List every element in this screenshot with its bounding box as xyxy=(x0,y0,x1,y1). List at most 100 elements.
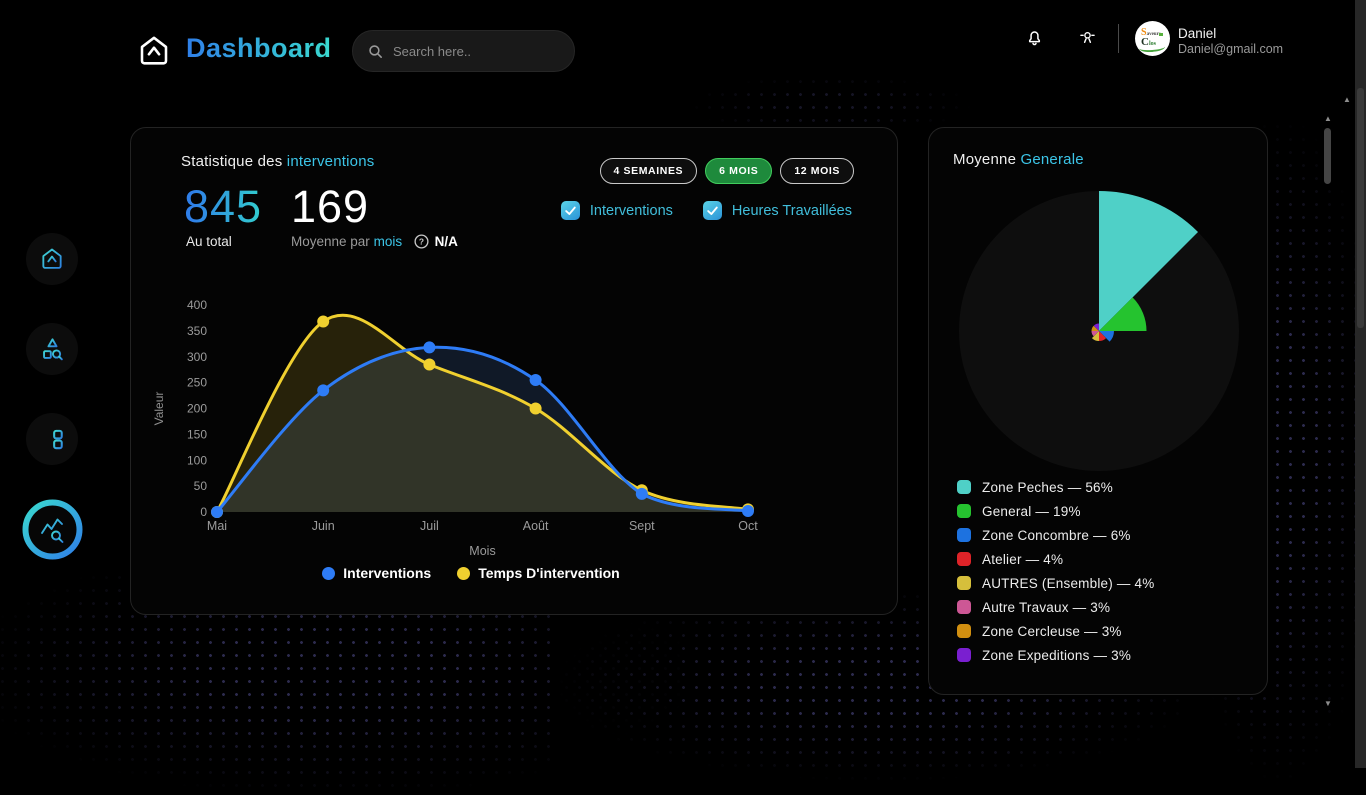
x-tick-label: Juin xyxy=(312,519,335,533)
pie-legend-item[interactable]: AUTRES (Ensemble) — 4% xyxy=(957,571,1154,595)
pie-legend: Zone Peches — 56% General — 19% Zone Conco… xyxy=(957,475,1154,667)
series-checkbox-0[interactable]: Interventions xyxy=(560,201,673,220)
polar-slice-2[interactable] xyxy=(1099,331,1114,342)
x-tick-label: Sept xyxy=(629,519,655,533)
user-email: Daniel@gmail.com xyxy=(1178,42,1284,56)
notifications-button[interactable] xyxy=(1024,27,1046,49)
light-mode-icon xyxy=(1080,31,1095,44)
x-tick-label: Oct xyxy=(738,519,758,533)
legend-swatch xyxy=(957,504,971,518)
pie-legend-item[interactable]: Atelier — 4% xyxy=(957,547,1154,571)
pie-legend-item[interactable]: Zone Cercleuse — 3% xyxy=(957,619,1154,643)
x-tick-label: Juil xyxy=(420,519,439,533)
pie-legend-item[interactable]: Autre Travaux — 3% xyxy=(957,595,1154,619)
polar-slice-3[interactable] xyxy=(1099,331,1107,341)
y-tick-label: 200 xyxy=(187,402,207,416)
legend-swatch xyxy=(957,480,971,494)
polar-slice-7[interactable] xyxy=(1093,323,1099,332)
home-icon xyxy=(42,248,62,269)
y-tick-label: 50 xyxy=(194,479,208,493)
polar-slice-1[interactable] xyxy=(1099,297,1147,331)
home-icon xyxy=(140,36,168,65)
polar-slice-5[interactable] xyxy=(1091,331,1100,337)
avatar[interactable]: Saveurs Clos xyxy=(1135,21,1170,56)
range-button-2[interactable]: 12 MOIS xyxy=(780,158,854,184)
average-card: Moyenne Generale Zone Peches — 56% Genera… xyxy=(928,127,1268,695)
page-title: Dashboard xyxy=(186,33,332,63)
average-value: 169 xyxy=(291,181,370,232)
average-label: Moyenne par mois ? N/A xyxy=(291,234,458,252)
sidebar-item-analytics[interactable] xyxy=(21,498,84,561)
stats-card: Statistique des interventions 845 Au tot… xyxy=(130,127,898,615)
average-card-title: Moyenne Generale xyxy=(953,151,1084,168)
y-tick-label: 250 xyxy=(187,376,207,390)
sidebar-item-list[interactable] xyxy=(26,413,78,465)
data-point xyxy=(529,374,542,387)
y-tick-label: 300 xyxy=(187,350,207,364)
data-point xyxy=(423,341,436,354)
legend-label: Zone Expeditions — 3% xyxy=(982,647,1132,663)
search-bar[interactable] xyxy=(352,30,575,72)
navbar: Dashboard Saveurs Clos Daniel Daniel@gma… xyxy=(0,0,1366,76)
total-label: Au total xyxy=(186,234,232,249)
page-scrollbar[interactable] xyxy=(1355,0,1366,768)
legend-swatch xyxy=(957,600,971,614)
svg-text:?: ? xyxy=(419,236,424,246)
help-icon[interactable]: ? xyxy=(414,234,429,252)
divider xyxy=(1118,24,1119,53)
sidebar-item-categories[interactable] xyxy=(26,323,78,375)
list-icon xyxy=(41,429,63,450)
legend-label: AUTRES (Ensemble) — 4% xyxy=(982,575,1155,591)
legend-label: Temps D'intervention xyxy=(478,565,620,581)
polar-slice-4[interactable] xyxy=(1091,331,1099,341)
page-scrollbar-thumb[interactable] xyxy=(1357,88,1364,328)
polar-slice-6[interactable] xyxy=(1091,325,1100,331)
legend-swatch xyxy=(957,576,971,590)
inner-scrollbar-thumb[interactable] xyxy=(1324,128,1331,184)
data-point xyxy=(423,358,436,371)
range-button-0[interactable]: 4 SEMAINES xyxy=(599,158,698,184)
pie-legend-item[interactable]: Zone Expeditions — 3% xyxy=(957,643,1154,667)
legend-item[interactable]: Interventions xyxy=(322,565,431,581)
legend-item[interactable]: Temps D'intervention xyxy=(457,565,620,581)
legend-swatch xyxy=(957,528,971,542)
range-button-1[interactable]: 6 MOIS xyxy=(705,158,773,184)
checkbox-label: Heures Travaillées xyxy=(731,202,852,219)
pie-legend-item[interactable]: Zone Concombre — 6% xyxy=(957,523,1154,547)
total-value: 845 xyxy=(184,181,263,232)
y-tick-label: 100 xyxy=(187,453,207,467)
data-point xyxy=(742,504,754,517)
legend-label: Interventions xyxy=(343,565,432,581)
search-input[interactable] xyxy=(393,43,553,59)
legend-label: Autre Travaux — 3% xyxy=(982,599,1111,615)
scroll-up-button[interactable]: ▲ xyxy=(1343,95,1351,104)
pie-legend-item[interactable]: General — 19% xyxy=(957,499,1154,523)
legend-swatch xyxy=(957,624,971,638)
area-fill xyxy=(217,315,748,512)
polar-area-chart[interactable] xyxy=(929,128,1269,696)
inner-scroll-up-button[interactable]: ▲ xyxy=(1324,114,1332,123)
y-tick-label: 150 xyxy=(187,427,207,441)
series-checkbox-1[interactable]: Heures Travaillées xyxy=(702,201,852,220)
user-name: Daniel xyxy=(1178,26,1217,41)
series-checkbox-group: Interventions Heures Travaillées xyxy=(560,201,852,220)
legend-swatch xyxy=(957,648,971,662)
inner-scroll-down-button[interactable]: ▼ xyxy=(1324,699,1332,708)
data-point xyxy=(529,402,542,415)
home-button[interactable] xyxy=(136,33,172,69)
bell-icon xyxy=(1028,31,1041,46)
active-ring xyxy=(22,499,83,560)
pie-legend-item[interactable]: Zone Peches — 56% xyxy=(957,475,1154,499)
line-chart[interactable]: 0 50 100 150 200 250 300 350 400 Valeur Mai Juin Jui… xyxy=(149,293,797,583)
stats-card-title: Statistique des interventions xyxy=(181,153,375,170)
y-axis-title: Valeur xyxy=(152,392,166,426)
na-badge: N/A xyxy=(434,234,458,249)
checkbox-icon xyxy=(560,201,580,220)
sidebar-item-home[interactable] xyxy=(26,233,78,285)
legend-dot xyxy=(457,566,471,580)
line-chart-legend: Interventions Temps D'intervention xyxy=(151,565,791,581)
polar-slice-0[interactable] xyxy=(1099,191,1198,331)
data-point xyxy=(317,384,330,397)
y-tick-label: 400 xyxy=(187,298,207,312)
theme-toggle-button[interactable] xyxy=(1077,27,1099,49)
